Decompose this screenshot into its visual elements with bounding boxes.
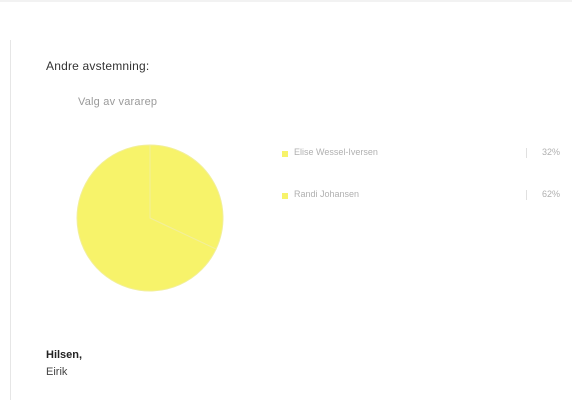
signoff-name: Eirik: [46, 366, 68, 378]
legend-label: Elise Wessel-Iversen: [294, 147, 378, 157]
chart-legend: Elise Wessel-Iversen 32% Randi Johansen …: [280, 145, 560, 229]
legend-value: 32%: [541, 147, 560, 157]
pie-slice-1: [149, 144, 224, 250]
legend-separator: [526, 148, 527, 158]
legend-swatch: [282, 151, 288, 157]
pie-slice-2: [76, 144, 217, 292]
legend-item: Randi Johansen 62%: [280, 187, 560, 207]
legend-label: Randi Johansen: [294, 189, 360, 199]
vote-heading: Andre avstemning:: [46, 59, 150, 73]
top-divider: [0, 0, 572, 2]
pie-chart-svg: [76, 144, 224, 292]
legend-separator: [526, 190, 527, 200]
legend-item: Elise Wessel-Iversen 32%: [280, 145, 560, 165]
quote-border: [10, 40, 11, 400]
chart-title: Valg av vararep: [78, 96, 158, 108]
signoff-greeting: Hilsen,: [46, 349, 83, 361]
legend-swatch: [282, 193, 288, 199]
legend-value: 62%: [541, 189, 560, 199]
pie-chart: [70, 138, 230, 298]
